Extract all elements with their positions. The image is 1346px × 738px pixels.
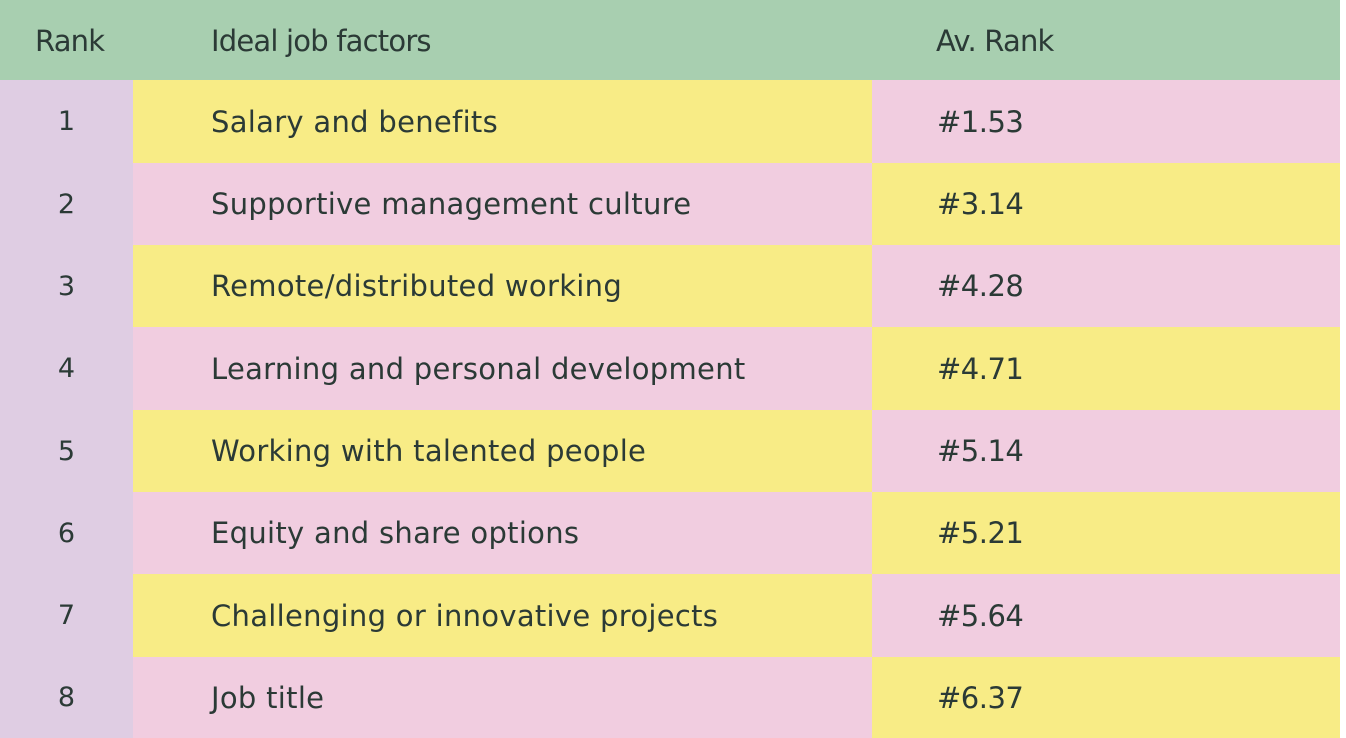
row-rank: 3 xyxy=(57,270,76,302)
row-av-rank: #5.21 xyxy=(872,492,1340,574)
table-row: 7 Challenging or innovative projects #5.… xyxy=(0,574,1340,657)
table-header: Rank Ideal job factors Av. Rank xyxy=(0,0,1340,80)
row-rank: 1 xyxy=(57,106,76,137)
row-factor: Working with talented people xyxy=(133,410,872,492)
row-factor: Supportive management culture xyxy=(133,163,872,245)
table-row: 2 Supportive management culture #3.14 xyxy=(0,163,1340,245)
table-row: 5 Working with talented people #5.14 xyxy=(0,410,1340,492)
row-factor: Challenging or innovative projects xyxy=(133,574,872,657)
row-av-rank: #1.53 xyxy=(872,80,1340,163)
table-row: 1 Salary and benefits #1.53 xyxy=(0,80,1340,163)
row-rank: 8 xyxy=(57,682,76,713)
row-av-rank: #5.64 xyxy=(872,574,1340,657)
row-factor: Job title xyxy=(133,657,872,738)
row-av-rank: #5.14 xyxy=(872,410,1340,492)
row-factor: Learning and personal development xyxy=(133,327,872,410)
table-row: 8 Job title #6.37 xyxy=(0,657,1340,738)
row-rank: 5 xyxy=(57,435,76,467)
header-av-rank: Av. Rank xyxy=(936,24,1054,58)
row-factor: Remote/distributed working xyxy=(133,245,872,327)
row-rank: 4 xyxy=(57,353,76,384)
row-rank: 2 xyxy=(57,188,76,220)
header-ideal-job-factors: Ideal job factors xyxy=(211,24,432,58)
rank-column-background xyxy=(0,80,133,738)
row-av-rank: #4.28 xyxy=(872,245,1340,327)
row-av-rank: #4.71 xyxy=(872,327,1340,410)
table-row: 6 Equity and share options #5.21 xyxy=(0,492,1340,574)
header-rank: Rank xyxy=(35,24,105,58)
row-factor: Equity and share options xyxy=(133,492,872,574)
row-rank: 7 xyxy=(57,600,76,631)
row-av-rank: #3.14 xyxy=(872,163,1340,245)
row-rank: 6 xyxy=(57,517,76,549)
row-factor: Salary and benefits xyxy=(133,80,872,163)
table-row: 3 Remote/distributed working #4.28 xyxy=(0,245,1340,327)
row-av-rank: #6.37 xyxy=(872,657,1340,738)
table-row: 4 Learning and personal development #4.7… xyxy=(0,327,1340,410)
